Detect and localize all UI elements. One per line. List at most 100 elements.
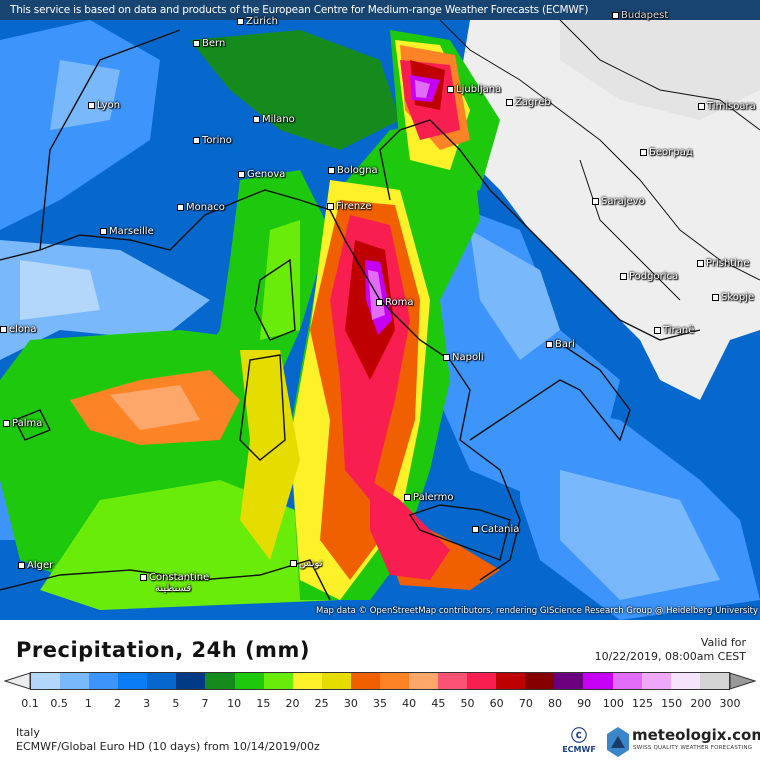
legend-max-arrow <box>729 672 756 690</box>
legend-cell <box>118 673 148 689</box>
legend-tick-label: 35 <box>373 697 387 710</box>
valid-time: Valid for 10/22/2019, 08:00am CEST <box>595 636 746 664</box>
legend-min-arrow <box>4 672 31 690</box>
legend-cell <box>321 673 351 689</box>
legend-tick-label: 2 <box>114 697 121 710</box>
legend-tick-label: 125 <box>632 697 653 710</box>
legend-tick-label: 20 <box>285 697 300 710</box>
legend-tick-label: 60 <box>489 697 504 710</box>
region-label: Italy <box>16 726 40 739</box>
city-label: Bari <box>546 339 575 350</box>
meteologix-icon <box>607 727 629 757</box>
legend-cell <box>409 673 439 689</box>
city-label: Napoli <box>443 352 484 363</box>
legend-cell <box>554 673 584 689</box>
legend-cell <box>699 673 729 689</box>
legend-tick-label: 25 <box>314 697 329 710</box>
legend-tick-label: 200 <box>690 697 712 710</box>
color-legend <box>4 670 756 692</box>
city-label: Palermo <box>404 492 453 503</box>
ecmwf-icon: ⓒ <box>570 726 587 745</box>
legend-cell <box>263 673 293 689</box>
city-label: Ljubljana <box>447 84 501 95</box>
brand-tagline: SWISS QUALITY WEATHER FORECASTING <box>633 745 753 751</box>
ecmwf-notice: This service is based on data and produc… <box>0 0 760 20</box>
valid-label: Valid for <box>700 636 746 649</box>
city-label: Roma <box>376 297 414 308</box>
legend-cell <box>670 673 700 689</box>
city-label: Catania <box>472 524 519 535</box>
city-label: Bologna <box>328 165 378 176</box>
ecmwf-logo: ⓒ ECMWF <box>562 726 596 755</box>
legend-cells <box>30 672 730 690</box>
city-label: Palma <box>3 418 42 429</box>
city-label: Bern <box>193 38 225 49</box>
legend-cell <box>641 673 671 689</box>
legend-cell <box>205 673 235 689</box>
city-label: Београд <box>640 147 693 158</box>
city-label: Zagreb <box>506 97 551 108</box>
city-label: Constantine <box>140 572 209 583</box>
legend-cell <box>350 673 380 689</box>
city-label: Tiranë <box>654 325 694 336</box>
legend-cell <box>583 673 613 689</box>
precipitation-map[interactable]: This service is based on data and produc… <box>0 0 760 620</box>
legend-cell <box>292 673 322 689</box>
city-label: Monaco <box>177 202 225 213</box>
legend-ticks: 0.1 0.5 1 2 3 5 7 10 15 20 25 30 35 40 45 50 60 70 80 90 100… <box>16 697 751 711</box>
legend-cell <box>612 673 642 689</box>
map-attribution: Map data © OpenStreetMap contributors, r… <box>316 606 758 616</box>
legend-arrows <box>4 672 756 690</box>
legend-cell <box>176 673 206 689</box>
city-label: Budapest <box>612 10 668 21</box>
brand-name: meteologix.com <box>632 726 760 744</box>
legend-tick-label: 300 <box>719 697 741 710</box>
legend-cell <box>147 673 177 689</box>
legend-cell <box>438 673 468 689</box>
city-label: Lyon <box>88 100 120 111</box>
legend-tick-label: 50 <box>460 697 475 710</box>
legend-tick-label: 3 <box>143 697 151 710</box>
city-label: Timisoara <box>698 101 756 112</box>
city-label: Torino <box>193 135 232 146</box>
legend-cell <box>379 673 410 689</box>
legend-tick-label: 1 <box>84 697 92 710</box>
legend-tick-label: 0.1 <box>21 697 39 710</box>
legend-cell <box>496 673 526 689</box>
legend-tick-label: 100 <box>602 697 624 710</box>
legend-tick-label: 7 <box>201 697 209 710</box>
ecmwf-logo-text: ECMWF <box>562 745 596 754</box>
chart-title: Precipitation, 24h (mm) <box>16 638 310 662</box>
legend-tick-label: 0.5 <box>50 697 68 710</box>
legend-tick-label: 45 <box>431 697 446 710</box>
city-label: Podgorica <box>620 271 678 282</box>
legend-tick-label: 150 <box>661 697 683 710</box>
city-label: Zürich <box>237 16 278 27</box>
legend-tick-label: 30 <box>343 697 358 710</box>
legend-tick-label: 15 <box>256 697 271 710</box>
city-label: elona <box>0 324 37 335</box>
legend-cell <box>60 673 90 689</box>
legend-tick-label: 5 <box>172 697 180 710</box>
legend-cell <box>467 673 497 689</box>
legend-tick-label: 10 <box>227 697 242 710</box>
city-label: Prishtine <box>697 258 749 269</box>
valid-datetime: 10/22/2019, 08:00am CEST <box>594 650 746 663</box>
precipitation-field <box>0 0 760 620</box>
legend-cell <box>234 673 264 689</box>
city-label: قسنطينة <box>155 583 192 594</box>
city-label: Milano <box>253 114 295 125</box>
city-label: Genova <box>238 169 285 180</box>
city-label: Marseille <box>100 226 154 237</box>
meteologix-logo[interactable]: meteologix.com SWISS QUALITY WEATHER FOR… <box>606 726 760 760</box>
city-label: Alger <box>18 560 53 571</box>
legend-tick-label: 40 <box>402 697 417 710</box>
city-label: Sarajevo <box>592 196 645 207</box>
legend-cell <box>89 673 119 689</box>
city-label: تونس <box>290 558 322 569</box>
city-label: Firenze <box>327 201 372 212</box>
legend-cell <box>525 673 555 689</box>
model-run-label: ECMWF/Global Euro HD (10 days) from 10/1… <box>16 740 320 753</box>
legend-cell <box>31 673 61 689</box>
legend-tick-label: 90 <box>577 697 592 710</box>
